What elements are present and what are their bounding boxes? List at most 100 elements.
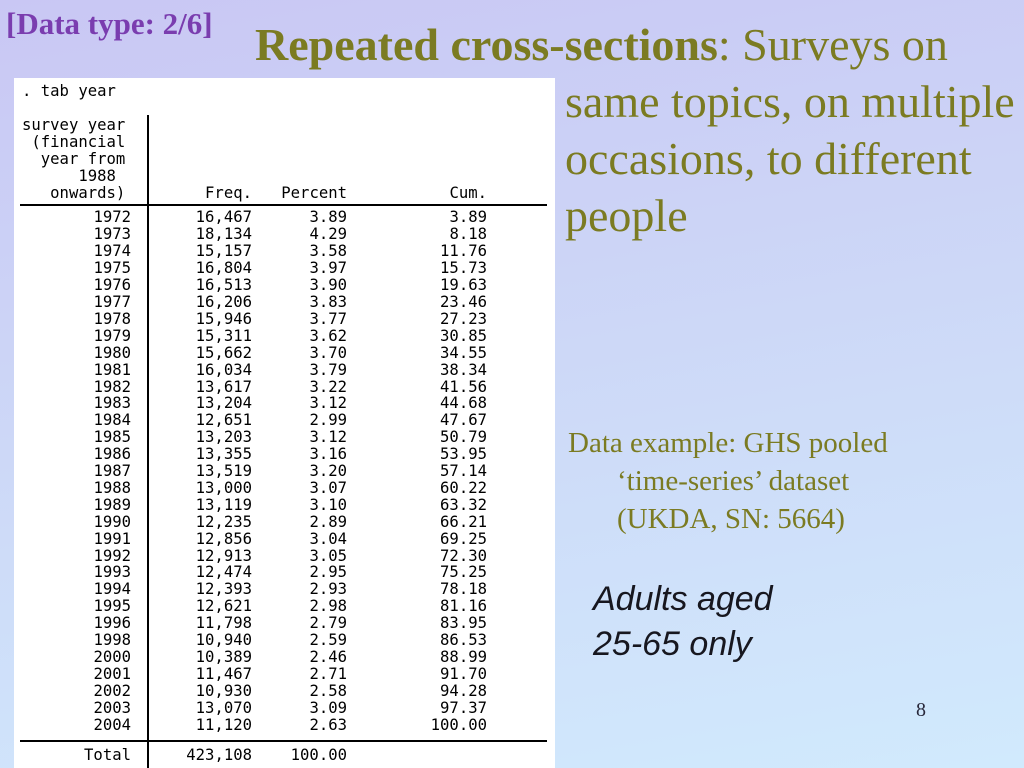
- table-cell: 100.00: [290, 745, 347, 764]
- table-cell: 3.70: [309, 343, 347, 362]
- table-row: 1990 12,235 2.89 66.21: [14, 512, 555, 531]
- table-cell: 2.79: [309, 614, 347, 633]
- table-vertical-divider: [147, 115, 149, 768]
- table-cell: 53.95: [440, 445, 487, 464]
- table-cell: 10,389: [195, 648, 252, 666]
- table-cell: 69.25: [440, 529, 487, 548]
- slide-title-line-2: same topics, on multiple: [565, 76, 1015, 127]
- table-cell: 15,157: [195, 242, 252, 261]
- table-cell: 1988: [93, 478, 131, 497]
- table-cell: 12,393: [195, 580, 252, 599]
- table-row: 1989 13,119 3.10 63.32: [14, 495, 555, 514]
- slide-title-line-1: Repeated cross-sections: Surveys on: [255, 16, 948, 73]
- table-cell: 1976: [93, 276, 131, 295]
- table-cell: Total: [84, 745, 131, 764]
- table-cell: 4.29: [309, 225, 347, 244]
- table-cell: 3.07: [309, 478, 347, 497]
- table-cell: 12,651: [195, 411, 252, 430]
- table-cell: 3.04: [309, 529, 347, 548]
- table-cell: 23.46: [440, 292, 487, 311]
- table-cell: 3.12: [309, 394, 347, 413]
- table-cell: 1973: [93, 225, 131, 244]
- table-cell: [347, 747, 487, 764]
- table-cell: 78.18: [440, 580, 487, 599]
- table-row: 1995 12,621 2.98 81.16: [14, 598, 555, 615]
- table-row: 1982 13,617 3.22 41.56: [14, 378, 555, 396]
- stata-command: . tab year: [22, 82, 116, 100]
- table-cell: 13,203: [195, 428, 252, 447]
- table-cell: 1979: [93, 326, 131, 345]
- table-cell: 3.89: [449, 208, 487, 227]
- table-cell: 1990: [93, 512, 131, 531]
- table-cell: 60.22: [440, 478, 487, 497]
- table-cell: 1984: [93, 411, 131, 430]
- slide-title-bold: Repeated cross-sections: [255, 19, 718, 70]
- table-cell: 50.79: [440, 428, 487, 447]
- table-cell: 1989: [93, 495, 131, 514]
- table-cell: 15,311: [195, 326, 252, 345]
- table-cell: 2.59: [309, 631, 347, 650]
- table-row: 1980 15,662 3.70 34.55: [14, 343, 555, 362]
- table-cell: 3.16: [309, 445, 347, 464]
- column-header-freq: Freq.: [205, 183, 252, 202]
- table-cell: 2.95: [309, 563, 347, 582]
- table-cell: 11.76: [440, 242, 487, 261]
- table-row: 1987 13,519 3.20 57.14: [14, 463, 555, 480]
- table-cell: 16,034: [195, 360, 252, 379]
- table-cell: 1983: [93, 394, 131, 413]
- stata-output-box: . tab year survey year (financial year f…: [14, 78, 555, 768]
- table-cell: 3.83: [309, 292, 347, 311]
- sample-note-line-2: 25-65 only: [593, 625, 752, 663]
- table-cell: 91.70: [440, 664, 487, 683]
- table-row: 2001 11,467 2.71 91.70: [14, 666, 555, 683]
- table-cell: 2003: [93, 698, 131, 717]
- table-cell: 1993: [93, 563, 131, 582]
- table-row: 1994 12,393 2.93 78.18: [14, 581, 555, 598]
- table-cell: 2.71: [309, 664, 347, 683]
- table-cell: 13,519: [195, 462, 252, 481]
- table-cell: 1994: [93, 580, 131, 599]
- table-cell: 12,913: [195, 546, 252, 565]
- table-cell: 13,355: [195, 445, 252, 464]
- sample-note-line-1: Adults aged: [593, 580, 773, 618]
- table-cell: 2.98: [309, 597, 347, 616]
- table-cell: 10,940: [195, 631, 252, 650]
- table-cell: 8.18: [449, 225, 487, 244]
- table-cell: 2.58: [309, 681, 347, 700]
- table-row: 1979 15,311 3.62 30.85: [14, 326, 555, 345]
- table-cell: 12,621: [195, 597, 252, 616]
- table-row: 1972 16,467 3.89 3.89: [14, 209, 555, 226]
- stata-rows: 1972 16,467 3.89 3.89 1973 18,134 4.29 8.18 1974…: [14, 209, 555, 733]
- table-cell: 1975: [93, 259, 131, 278]
- table-row: 1974 15,157 3.58 11.76: [14, 243, 555, 260]
- table-cell: 1977: [93, 292, 131, 311]
- table-cell: 1981: [93, 360, 131, 379]
- data-example-line-1: Data example: GHS pooled: [568, 427, 888, 459]
- table-cell: 1986: [93, 445, 131, 464]
- table-cell: 1991: [93, 529, 131, 548]
- table-cell: 38.34: [440, 360, 487, 379]
- table-cell: 2.46: [309, 648, 347, 666]
- table-row: 1977 16,206 3.83 23.46: [14, 294, 555, 311]
- data-type-tag: [Data type: 2/6]: [6, 6, 213, 41]
- table-cell: 1980: [93, 343, 131, 362]
- table-cell: 13,204: [195, 394, 252, 413]
- table-cell: 15.73: [440, 259, 487, 278]
- table-header: survey year (financial year from 1988 on…: [14, 117, 555, 202]
- table-cell: 47.67: [440, 411, 487, 430]
- table-cell: 2.63: [309, 715, 347, 734]
- table-row: 1985 13,203 3.12 50.79: [14, 429, 555, 446]
- table-cell: 1995: [93, 597, 131, 616]
- table-cell: 3.12: [309, 428, 347, 447]
- table-cell: 3.10: [309, 495, 347, 514]
- table-cell: 15,946: [195, 309, 252, 328]
- table-cell: 3.20: [309, 462, 347, 481]
- table-cell: 27.23: [440, 309, 487, 328]
- table-cell: 3.89: [309, 208, 347, 227]
- table-row: 2004 11,120 2.63 100.00: [14, 715, 555, 734]
- table-cell: 3.58: [309, 242, 347, 261]
- table-cell: 19.63: [440, 276, 487, 295]
- table-cell: 81.16: [440, 597, 487, 616]
- total-row: Total 423,108 100.00: [14, 745, 555, 764]
- table-cell: 3.77: [309, 309, 347, 328]
